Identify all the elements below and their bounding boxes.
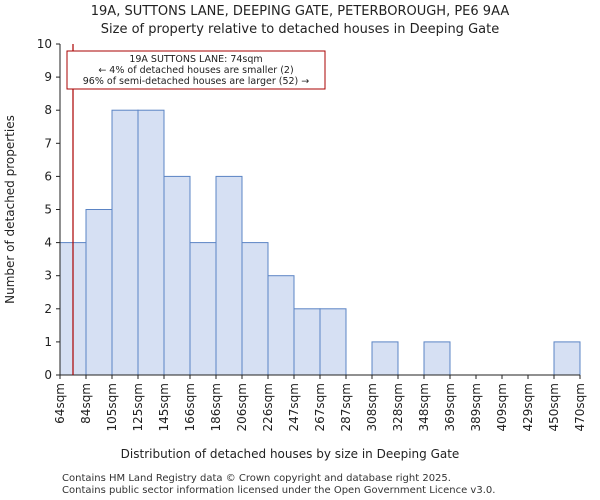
x-tick-label: 64sqm: [53, 383, 67, 424]
x-tick-label: 389sqm: [469, 383, 483, 431]
bar-267sqm: [319, 308, 347, 376]
footer-line-2: Contains public sector information licen…: [62, 485, 496, 496]
bar-450sqm: [553, 341, 581, 376]
x-tick-label: 267sqm: [313, 383, 327, 431]
annotation-line-2: ← 4% of detached houses are smaller (2): [98, 65, 293, 76]
x-tick-label: 125sqm: [131, 383, 145, 431]
x-tick-label: 186sqm: [209, 383, 223, 431]
y-tick-label: 9: [44, 70, 52, 84]
x-tick-label: 328sqm: [391, 383, 405, 431]
bar-348sqm: [423, 341, 451, 376]
bar-105sqm: [111, 109, 139, 376]
bar-145sqm: [163, 175, 191, 376]
x-axis-label: Distribution of detached houses by size …: [121, 447, 460, 461]
x-tick-label: 105sqm: [105, 383, 119, 431]
x-tick-label: 450sqm: [547, 383, 561, 431]
bar-206sqm: [241, 242, 269, 376]
y-tick-label: 7: [44, 136, 52, 150]
y-tick-label: 3: [44, 269, 52, 283]
x-tick-label: 470sqm: [573, 383, 587, 431]
bars-group: [59, 109, 581, 376]
x-tick-label: 429sqm: [521, 383, 535, 431]
y-tick-label: 0: [44, 368, 52, 382]
y-tick-label: 1: [44, 335, 52, 349]
bar-226sqm: [267, 275, 295, 376]
x-tick-label: 226sqm: [261, 383, 275, 431]
x-tick-label: 369sqm: [443, 383, 457, 431]
annotation-box: 19A SUTTONS LANE: 74sqm ← 4% of detached…: [66, 50, 326, 90]
annotation-line-3: 96% of semi-detached houses are larger (…: [83, 76, 310, 87]
x-tick-label: 206sqm: [235, 383, 249, 431]
bar-125sqm: [137, 109, 165, 376]
x-tick-label: 287sqm: [339, 383, 353, 431]
annotation-line-1: 19A SUTTONS LANE: 74sqm: [129, 54, 262, 65]
y-tick-label: 4: [44, 236, 52, 250]
bar-308sqm: [371, 341, 399, 376]
y-axis: 0 1 2 3 4 5 6 7 8 9 10: [37, 37, 61, 382]
x-tick-label: 348sqm: [417, 383, 431, 431]
y-tick-label: 6: [44, 169, 52, 183]
x-tick-label: 247sqm: [287, 383, 301, 431]
footer-line-1: Contains HM Land Registry data © Crown c…: [62, 473, 451, 484]
bar-84sqm: [85, 209, 113, 376]
x-tick-label: 409sqm: [495, 383, 509, 431]
y-tick-label: 5: [44, 203, 52, 217]
x-tick-label: 166sqm: [183, 383, 197, 431]
bar-186sqm: [215, 175, 243, 376]
annotation-border: [66, 50, 326, 90]
x-axis: 64sqm 84sqm 105sqm 125sqm 145sqm 166sqm 186sqm…: [53, 374, 587, 431]
chart-subtitle: Size of property relative to detached ho…: [100, 22, 500, 37]
x-tick-label: 308sqm: [365, 383, 379, 431]
y-axis-label: Number of detached properties: [3, 115, 17, 304]
y-tick-label: 2: [44, 302, 52, 316]
y-tick-label: 8: [44, 103, 52, 117]
chart-title: 19A, SUTTONS LANE, DEEPING GATE, PETERBO…: [90, 4, 510, 19]
bar-247sqm: [293, 308, 321, 376]
x-tick-label: 145sqm: [157, 383, 171, 431]
y-tick-label: 10: [37, 37, 52, 51]
x-tick-label: 84sqm: [79, 383, 93, 424]
bar-166sqm: [189, 242, 217, 376]
